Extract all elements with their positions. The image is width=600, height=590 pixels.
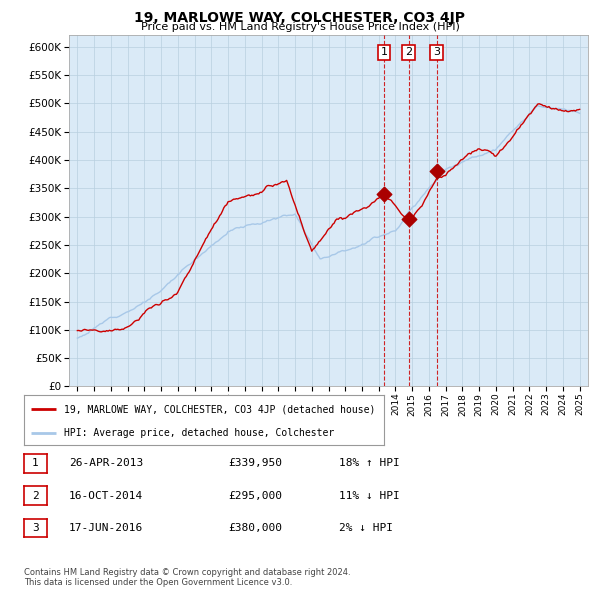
Text: 19, MARLOWE WAY, COLCHESTER, CO3 4JP: 19, MARLOWE WAY, COLCHESTER, CO3 4JP	[134, 11, 466, 25]
Text: 18% ↑ HPI: 18% ↑ HPI	[339, 458, 400, 468]
Text: 2: 2	[32, 491, 39, 500]
Text: 1: 1	[380, 47, 388, 57]
Text: £295,000: £295,000	[228, 491, 282, 500]
Point	[379, 189, 389, 199]
Text: 1: 1	[32, 458, 39, 468]
Text: 2: 2	[405, 47, 412, 57]
Text: 26-APR-2013: 26-APR-2013	[69, 458, 143, 468]
Text: Price paid vs. HM Land Registry's House Price Index (HPI): Price paid vs. HM Land Registry's House …	[140, 22, 460, 32]
Text: 2% ↓ HPI: 2% ↓ HPI	[339, 523, 393, 533]
Text: 11% ↓ HPI: 11% ↓ HPI	[339, 491, 400, 500]
Point	[404, 215, 413, 224]
Text: HPI: Average price, detached house, Colchester: HPI: Average price, detached house, Colc…	[64, 428, 334, 438]
Text: £339,950: £339,950	[228, 458, 282, 468]
Point	[432, 166, 442, 176]
Text: £380,000: £380,000	[228, 523, 282, 533]
Text: 17-JUN-2016: 17-JUN-2016	[69, 523, 143, 533]
Text: Contains HM Land Registry data © Crown copyright and database right 2024.
This d: Contains HM Land Registry data © Crown c…	[24, 568, 350, 587]
Text: 3: 3	[32, 523, 39, 533]
Text: 3: 3	[433, 47, 440, 57]
Text: 19, MARLOWE WAY, COLCHESTER, CO3 4JP (detached house): 19, MARLOWE WAY, COLCHESTER, CO3 4JP (de…	[64, 404, 375, 414]
Text: 16-OCT-2014: 16-OCT-2014	[69, 491, 143, 500]
